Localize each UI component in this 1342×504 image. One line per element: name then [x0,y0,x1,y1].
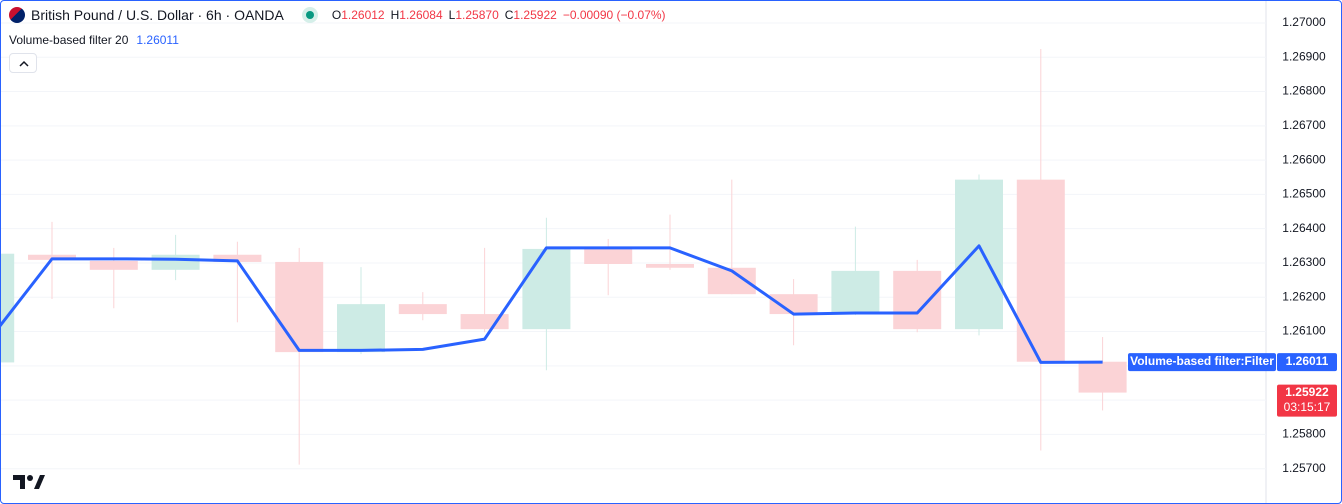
y-tick-label: 1.25700 [1282,461,1326,475]
price-change: −0.00090 (−0.07%) [562,8,666,22]
y-tick-label: 1.26800 [1282,84,1326,98]
candle-body [893,270,942,330]
candle-body [213,254,262,262]
candle-body [955,179,1003,330]
y-tick-label: 1.27000 [1282,15,1326,29]
candle-body [831,270,880,315]
ohlc-key: L [448,8,456,22]
symbol-header: British Pound / U.S. Dollar · 6h · OANDA… [9,7,666,23]
candle-body [151,254,200,270]
filter-line [1,244,1103,364]
candle-body [646,264,694,268]
candle-body [584,248,633,265]
indicator-name: Volume-based filter 20 [9,33,129,47]
candle-body [460,314,509,330]
ohlc-key: H [390,8,400,22]
y-tick-label: 1.26500 [1282,187,1326,201]
candle-body [337,304,385,353]
last-price-text: 1.25922 [1285,385,1329,399]
indicator-price-tag [1277,353,1337,372]
candle-body [1078,361,1127,393]
candles [1,49,1127,465]
ohlc-item: H1.26084 [391,8,443,22]
y-tick-label: 1.26400 [1282,221,1326,235]
ohlc-value: 1.26084 [399,8,443,22]
tv-logo [13,475,45,489]
ohlc-item: C1.25922 [505,8,557,22]
indicator-name-tag [1128,353,1276,372]
ohlc-item: L1.25870 [449,8,499,22]
ohlc-item: O1.26012 [332,8,385,22]
candle-body [398,304,447,315]
symbol-title[interactable]: British Pound / U.S. Dollar · 6h · OANDA [31,7,284,23]
ohlc-value: 1.25870 [455,8,499,22]
collapse-button[interactable] [9,53,37,73]
indicator-legend[interactable]: Volume-based filter 20 1.26011 [9,33,179,47]
candle-body [1,253,15,363]
symbol-icon [9,7,25,23]
y-tick-label: 1.26100 [1282,324,1326,338]
indicator-price-text: 1.26011 [1286,354,1329,368]
candle-body [28,254,76,260]
ohlc-key: O [331,8,342,22]
grid [1,22,1266,470]
candle-body [275,261,324,353]
y-tick-label: 1.25800 [1282,427,1326,441]
candle-body [1016,179,1065,362]
y-tick-label: 1.26300 [1282,255,1326,269]
y-tick-label: 1.26700 [1282,118,1326,132]
last-price-tag [1277,384,1337,417]
ohlc-value: 1.26012 [341,8,385,22]
ohlc-value: 1.25922 [513,8,557,22]
y-tick-label: 1.26200 [1282,289,1326,303]
bar-countdown: 03:15:17 [1284,400,1331,414]
y-tick-label: 1.26600 [1282,152,1326,166]
ohlc-key: C [504,8,514,22]
chevron-icon [19,60,29,67]
indicator-tag-text: Volume-based filter:Filter [1130,354,1274,368]
candle-body [89,260,138,270]
candle-body [769,294,818,315]
ohlc-legend: O1.26012 H1.26084 L1.25870 C1.25922 [332,8,563,22]
market-status [305,11,314,19]
candle-body [522,248,571,330]
y-tick-label: 1.26900 [1282,49,1326,63]
indicator-value: 1.26011 [136,33,179,47]
